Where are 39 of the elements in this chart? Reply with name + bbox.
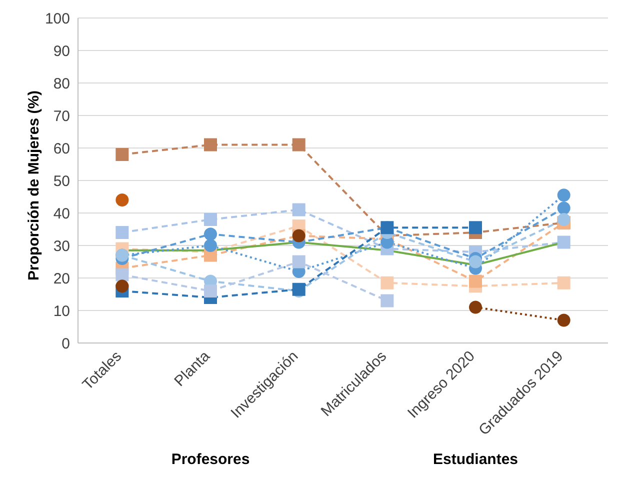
y-tick-label: 0 [62, 335, 70, 352]
point [469, 274, 482, 288]
y-tick-label: 40 [53, 205, 70, 222]
y-tick-label: 70 [53, 108, 70, 125]
text: Estudiantes [432, 451, 520, 468]
point [204, 228, 217, 241]
y-tick-label: 50 [53, 172, 70, 190]
point [380, 276, 394, 290]
point [204, 138, 217, 152]
text: Profesores [170, 451, 251, 468]
point [469, 221, 482, 234]
point [292, 203, 306, 216]
point [469, 300, 482, 314]
point [557, 213, 570, 226]
y-tick-label: 30 [53, 238, 70, 255]
y-tick-label: 100 [44, 10, 70, 28]
y-tick-label: 60 [53, 140, 70, 158]
point [116, 194, 129, 206]
point [116, 226, 129, 239]
point [557, 314, 570, 327]
point [204, 239, 217, 252]
point [116, 280, 129, 293]
point [557, 202, 570, 215]
point [292, 255, 306, 268]
point [116, 148, 129, 161]
point [557, 236, 570, 249]
point [116, 268, 129, 282]
point [380, 294, 394, 308]
y-tick-label: 80 [53, 75, 70, 92]
point [557, 276, 570, 290]
y-tick-label: 90 [53, 42, 70, 60]
y-tick-label: 10 [53, 302, 70, 320]
point [292, 138, 306, 152]
y-tick-label: 20 [53, 270, 70, 288]
point [204, 213, 217, 226]
y-axis-title: Proporción de Mujeres (%) [25, 90, 42, 280]
point [557, 188, 570, 202]
point [204, 284, 217, 298]
point [469, 255, 482, 268]
